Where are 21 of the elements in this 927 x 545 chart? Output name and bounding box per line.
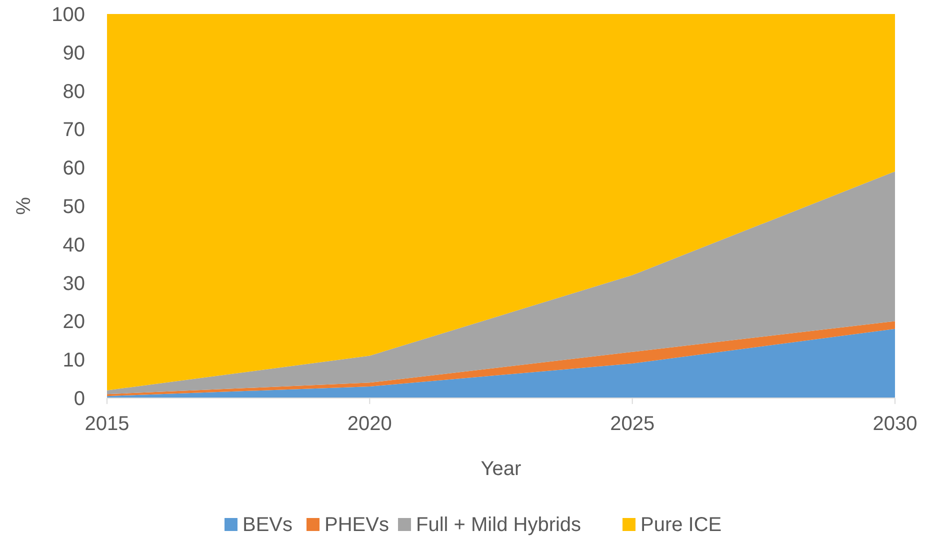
x-tick-label: 2015: [84, 413, 130, 435]
x-axis-title: Year: [480, 458, 522, 480]
y-tick-label: 90: [62, 42, 85, 64]
y-tick-label: 30: [62, 272, 85, 295]
y-axis-title: %: [13, 196, 35, 215]
y-tick-label: 10: [62, 350, 85, 372]
legend-label: BEVs: [242, 514, 293, 536]
y-tick-label: 100: [52, 4, 85, 26]
x-tick-label: 2030: [872, 413, 918, 435]
legend-label: Full + Mild Hybrids: [416, 514, 582, 536]
y-tick-label: 50: [62, 196, 85, 218]
x-tick-label: 2020: [347, 413, 392, 435]
legend-label: Pure ICE: [640, 514, 722, 536]
y-tick-label: 0: [74, 388, 85, 410]
legend-label: PHEVs: [324, 514, 389, 536]
y-tick-label: 20: [62, 311, 85, 334]
y-tick-label: 70: [62, 119, 85, 142]
y-tick-label: 40: [62, 234, 85, 256]
y-tick-label: 60: [62, 158, 85, 180]
x-tick-label: 2025: [610, 413, 655, 435]
y-tick-label: 80: [62, 80, 85, 103]
